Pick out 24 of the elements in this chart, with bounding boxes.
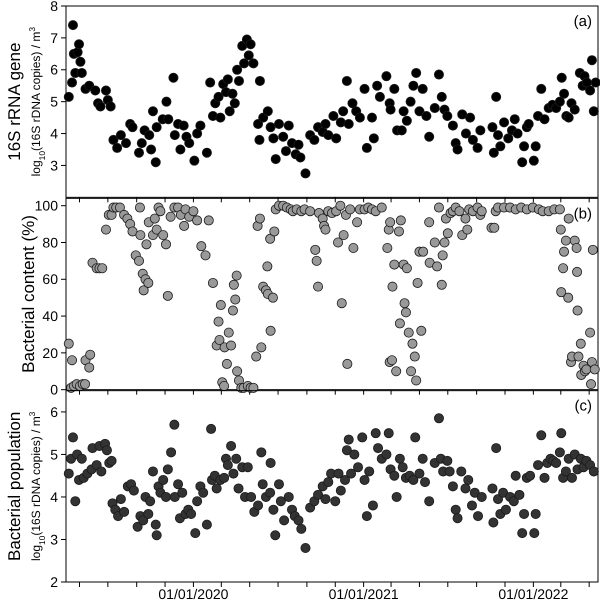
x-tick-label: 01/01/2020 <box>158 586 229 602</box>
y-tick-label: 6 <box>50 404 58 420</box>
y-axis-title: Bacterial content (%) <box>19 215 38 373</box>
y-tick-label: 20 <box>42 344 58 361</box>
y-tick-label: 2 <box>50 574 58 590</box>
y-tick-label: 8 <box>50 0 58 14</box>
y-tick-label: 4 <box>50 488 58 505</box>
annotation: (c) <box>574 398 592 415</box>
y-tick-label: 5 <box>50 446 58 462</box>
y-tick-label: 0 <box>50 382 58 398</box>
y-tick-label: 3 <box>50 157 58 174</box>
annotation: (a) <box>574 13 592 30</box>
x-tick-label: 01/01/2022 <box>498 586 569 602</box>
y-tick-label: 3 <box>50 531 58 548</box>
y-tick-label: 4 <box>50 125 58 142</box>
y-tick-label: 80 <box>42 234 58 250</box>
y-tick-label: 7 <box>50 30 58 46</box>
y-tick-label: 6 <box>50 62 58 78</box>
y-tick-label: 40 <box>42 308 58 324</box>
annotation: (b) <box>574 205 592 222</box>
y-tick-label: 100 <box>34 198 58 214</box>
x-tick-label: 01/01/2021 <box>328 586 399 602</box>
y-tick-label: 60 <box>42 271 58 288</box>
y-tick-label: 5 <box>50 94 58 110</box>
